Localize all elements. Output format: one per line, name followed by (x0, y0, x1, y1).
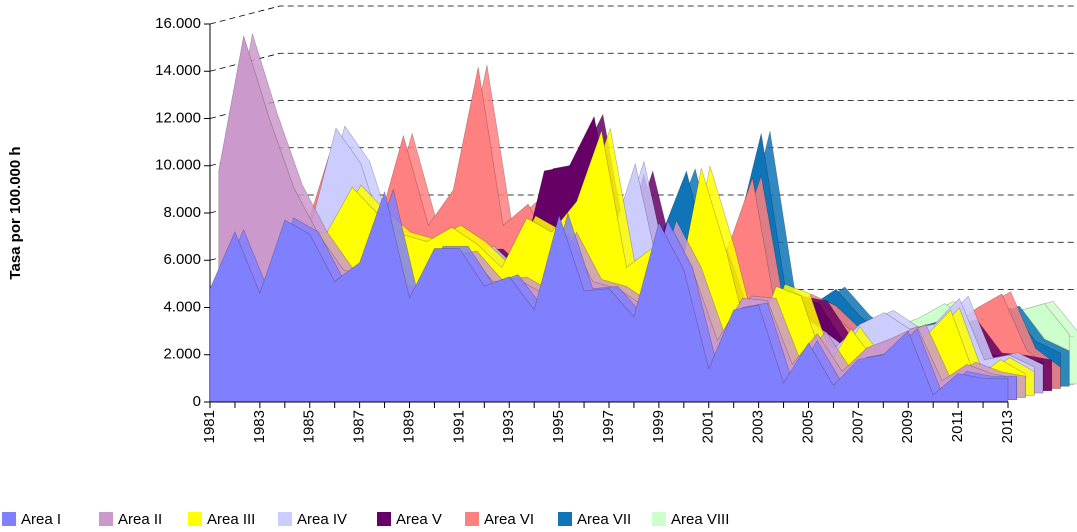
x-tick-label: 1985 (301, 410, 318, 443)
legend-swatch (377, 512, 391, 526)
y-tick-label: 12.000 (155, 109, 201, 126)
grid-line (209, 5, 1075, 25)
legend-label: Area I (21, 511, 61, 528)
y-tick-label: 16.000 (155, 15, 201, 32)
area (209, 190, 1009, 403)
legend-swatch (278, 512, 292, 526)
y-tick-label: 4.000 (163, 298, 201, 315)
x-tick-label: 1995 (550, 410, 567, 443)
x-tick-label: 1993 (500, 410, 517, 443)
x-tick-label: 2007 (849, 410, 866, 443)
x-tick-label: 2013 (999, 410, 1016, 443)
legend-swatch (558, 512, 572, 526)
x-tick-label: 1991 (450, 410, 467, 443)
legend-swatch (465, 512, 479, 526)
x-tick-label: 2011 (949, 410, 966, 442)
legend-label: Area VI (484, 511, 534, 528)
x-tick-label: 2003 (750, 410, 767, 443)
y-tick-label: 8.000 (163, 204, 201, 221)
grid-line (209, 100, 1075, 119)
y-tick-label: 2.000 (163, 346, 201, 363)
legend-label: Area VIII (671, 511, 729, 528)
legend-label: Area VII (577, 511, 631, 528)
x-tick-label: 1997 (600, 410, 617, 443)
x-tick-label: 1987 (351, 410, 368, 443)
legend-swatch (188, 512, 202, 526)
legend-label: Area IV (297, 511, 347, 528)
y-tick-label: 0 (193, 393, 201, 410)
legend-label: Area III (207, 511, 255, 528)
y-tick-label: 6.000 (163, 251, 201, 268)
legend-swatch (2, 512, 16, 526)
legend-swatch (99, 512, 113, 526)
x-tick-label: 1981 (201, 410, 218, 443)
legend-swatch (652, 512, 666, 526)
x-tick-label: 1989 (400, 410, 417, 443)
legend-label: Area V (396, 511, 442, 528)
x-tick-label: 1983 (251, 410, 268, 443)
grid-line (209, 52, 1075, 72)
y-axis-label: Tasa por 100.000 h (7, 146, 24, 279)
legend-label: Area II (118, 511, 162, 528)
y-tick-label: 14.000 (155, 62, 201, 79)
x-tick-label: 2001 (700, 410, 717, 443)
x-tick-label: 2009 (899, 410, 916, 443)
x-tick-label: 1999 (650, 410, 667, 443)
x-tick-label: 2005 (799, 410, 816, 443)
y-tick-label: 10.000 (155, 157, 201, 174)
